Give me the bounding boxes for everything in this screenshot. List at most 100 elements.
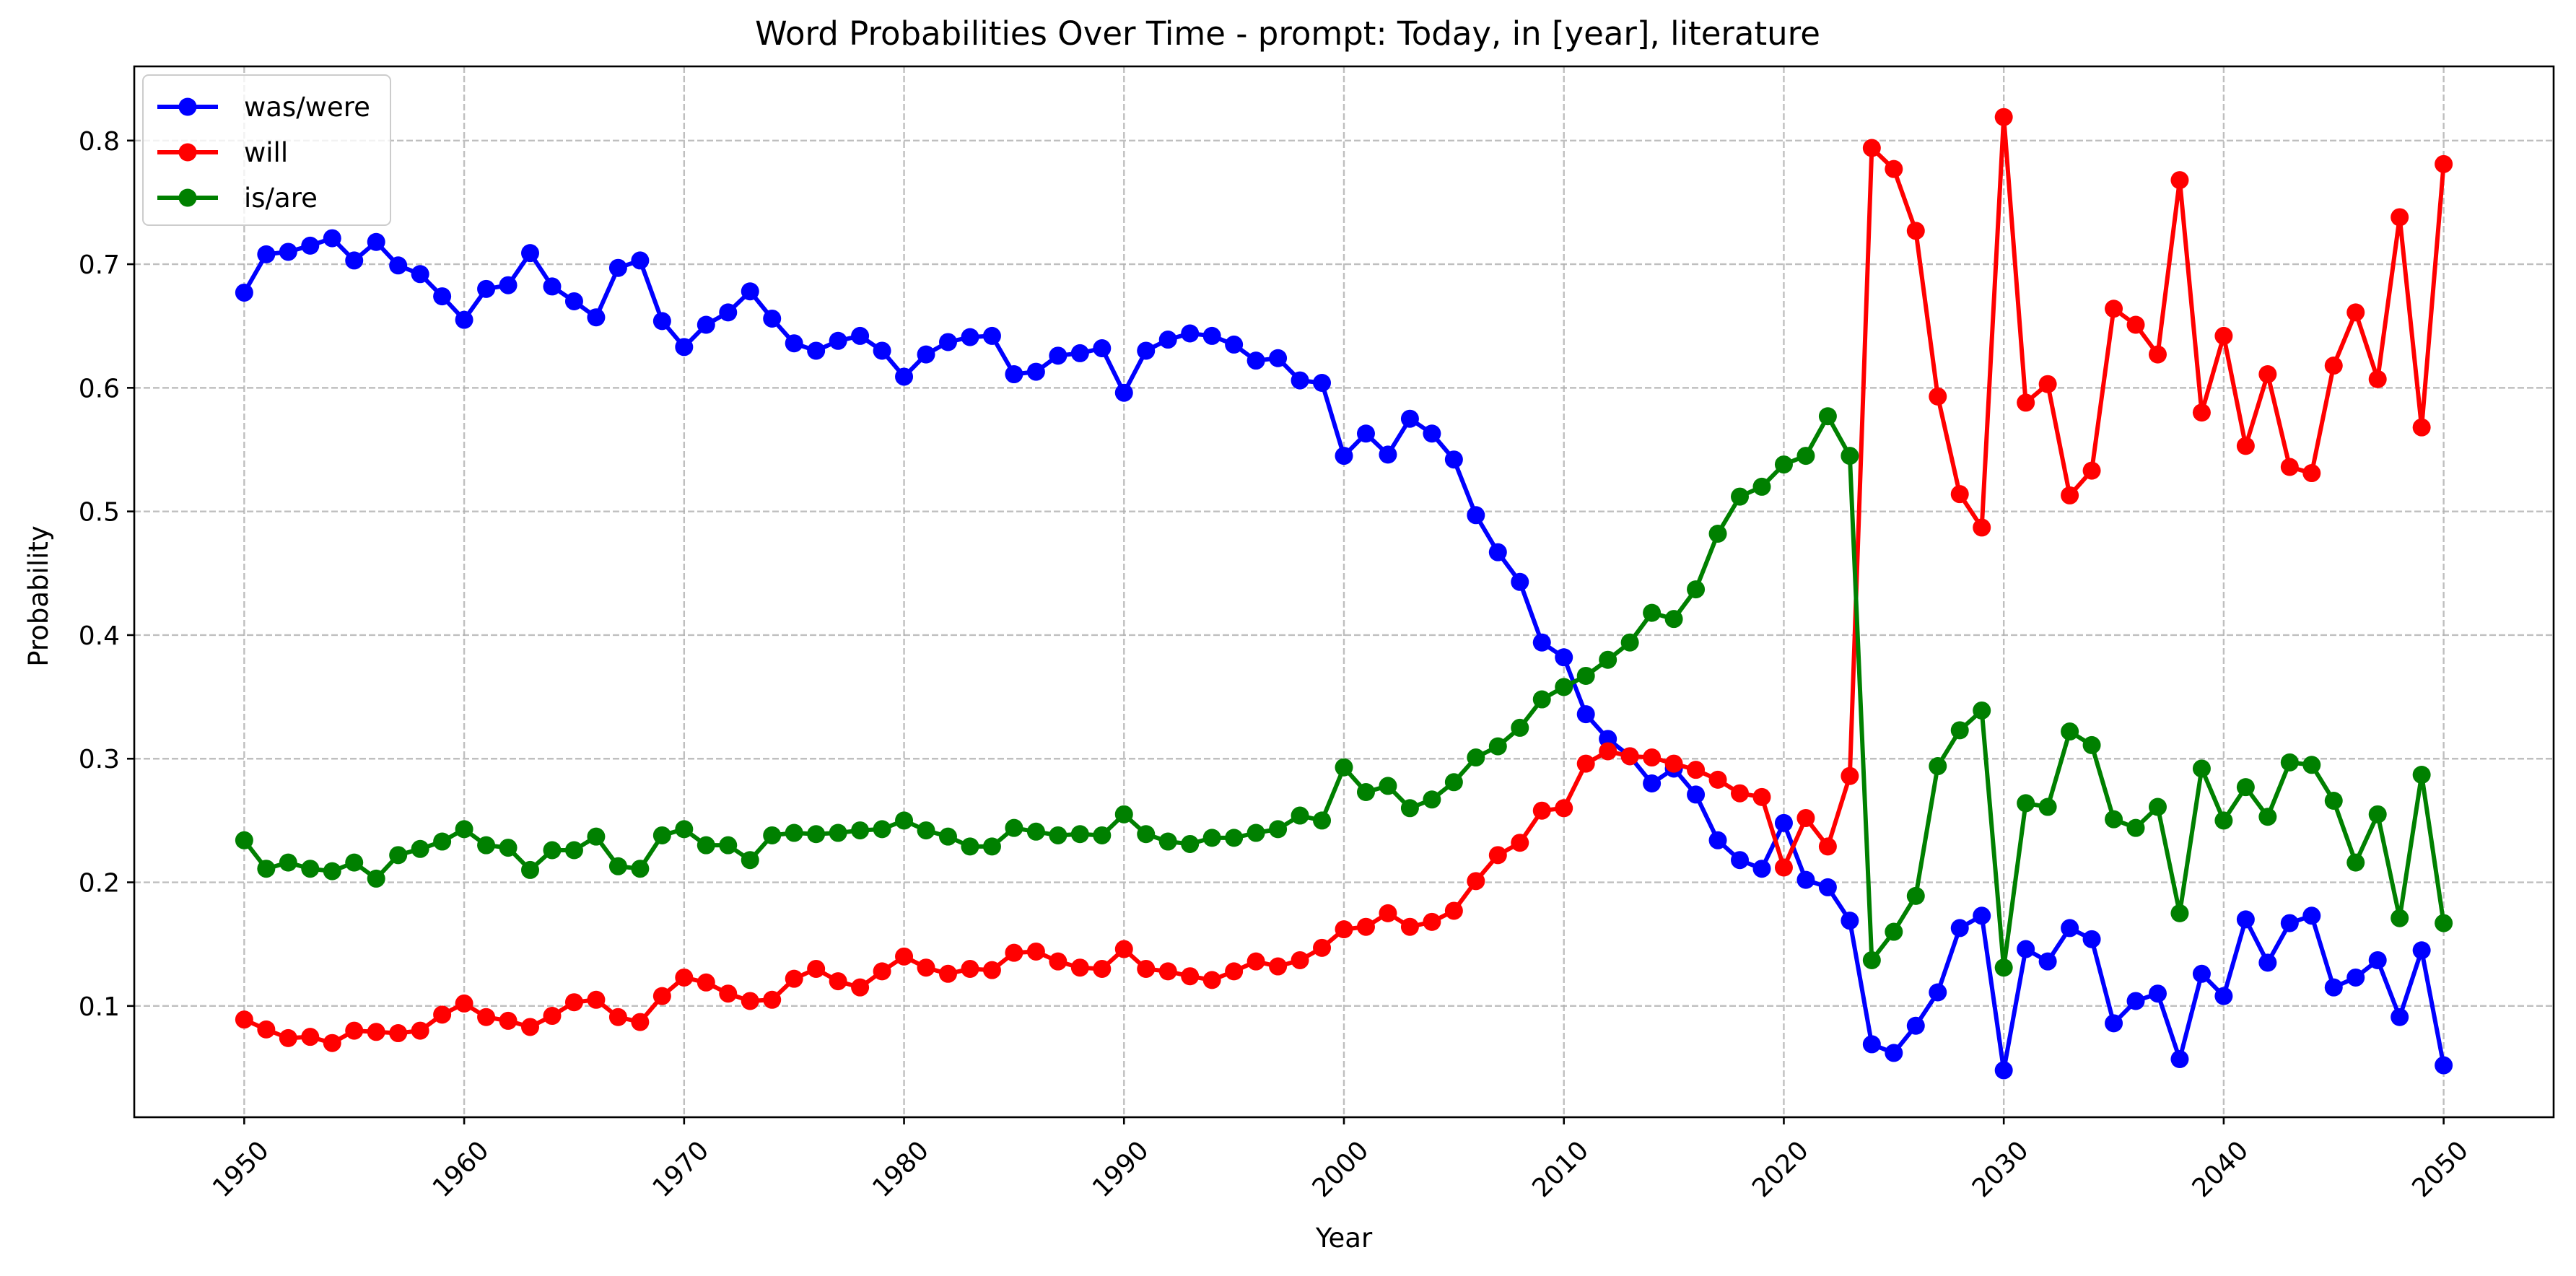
data-point-was-were [1181,324,1200,343]
legend-label-was-were: was/were [244,92,370,123]
data-point-is-are [564,841,583,860]
data-point-will [323,1034,341,1052]
data-point-is-are [1532,690,1551,709]
data-point-was-were [1049,346,1067,365]
data-point-will [2082,461,2101,480]
data-point-will [741,992,759,1010]
data-point-will [1049,952,1067,971]
data-point-will [719,984,738,1003]
data-point-was-were [477,279,496,298]
data-point-was-were [1400,409,1419,428]
chart-title: Word Probabilities Over Time - prompt: T… [755,14,1820,53]
data-point-was-were [1576,705,1595,724]
data-point-was-were [895,367,914,386]
data-point-was-were [257,245,276,263]
data-point-is-are [1643,603,1662,622]
data-point-will [1137,959,1156,978]
data-point-was-were [2391,1008,2409,1026]
data-point-was-were [1114,383,1133,402]
data-point-will [2126,315,2145,334]
legend-label-will: will [244,137,288,168]
data-point-will [1555,799,1573,818]
data-point-was-were [2192,964,2211,983]
data-point-is-are [1070,825,1089,844]
y-axis-label: Probability [23,525,54,667]
data-point-will [1731,784,1750,803]
data-point-is-are [1181,834,1200,853]
data-point-will [807,959,826,978]
data-point-is-are [1818,407,1837,426]
data-point-was-were [1841,912,1859,930]
y-tick-label: 0.5 [79,498,120,528]
data-point-will [1906,222,1925,240]
data-point-was-were [1643,774,1662,793]
data-point-was-were [741,282,759,301]
data-point-is-are [851,821,870,840]
data-point-was-were [2324,978,2343,997]
data-point-is-are [1005,818,1023,837]
data-point-was-were [2346,968,2365,987]
data-point-was-were [1225,335,1244,354]
data-point-is-are [1599,650,1617,669]
data-point-is-are [1335,758,1353,777]
data-point-is-are [719,836,738,855]
data-point-will [608,1008,627,1026]
data-point-is-are [2302,756,2321,774]
legend-label-is-are: is/are [244,183,318,214]
data-point-was-were [1752,860,1771,878]
data-point-will [2302,464,2321,483]
data-point-was-were [1862,1035,1881,1054]
data-point-will [1576,754,1595,773]
data-point-will [235,1010,253,1029]
data-point-was-were [1731,851,1750,870]
data-point-is-are [1752,477,1771,496]
data-point-was-were [1950,919,1969,938]
data-point-will [543,1007,562,1026]
data-point-will [1269,957,1288,976]
data-point-was-were [235,283,253,302]
data-point-was-were [851,326,870,345]
series-is-are [235,407,2453,977]
data-point-will [1841,766,1859,785]
data-point-is-are [1379,777,1397,795]
data-point-was-were [2126,992,2145,1010]
data-point-was-were [1246,351,1265,370]
data-point-was-were [719,303,738,322]
data-point-was-were [1708,831,1727,849]
data-point-is-are [2170,904,2189,922]
data-point-will [1664,754,1683,773]
data-point-is-are [652,826,671,844]
data-point-will [895,947,914,966]
data-point-is-are [1885,922,1903,941]
data-point-was-were [1356,424,1375,443]
data-point-will [345,1021,364,1040]
data-point-was-were [829,331,847,350]
data-point-will [257,1020,276,1039]
data-point-is-are [521,860,540,879]
data-point-is-are [2412,766,2431,785]
data-point-is-are [235,831,253,849]
data-point-will [477,1008,496,1026]
data-point-was-were [1093,339,1112,358]
data-point-was-were [2170,1049,2189,1068]
data-point-is-are [499,839,518,857]
data-point-will [1158,962,1177,981]
data-point-is-are [433,832,452,851]
data-point-is-are [301,860,320,878]
data-point-will [1973,518,1991,537]
data-point-was-were [1555,648,1573,667]
data-point-is-are [1687,580,1706,599]
data-point-is-are [608,857,627,875]
data-point-will [1994,108,2013,126]
data-point-is-are [1269,820,1288,839]
data-point-was-were [2061,919,2079,938]
data-point-was-were [389,256,408,275]
data-point-was-were [2105,1014,2123,1033]
data-point-will [2105,300,2123,318]
data-point-will [2236,437,2255,455]
data-point-is-are [741,851,759,870]
data-point-is-are [279,853,297,872]
data-point-is-are [1444,773,1463,792]
data-point-will [1532,801,1551,820]
data-point-was-were [1026,362,1045,381]
